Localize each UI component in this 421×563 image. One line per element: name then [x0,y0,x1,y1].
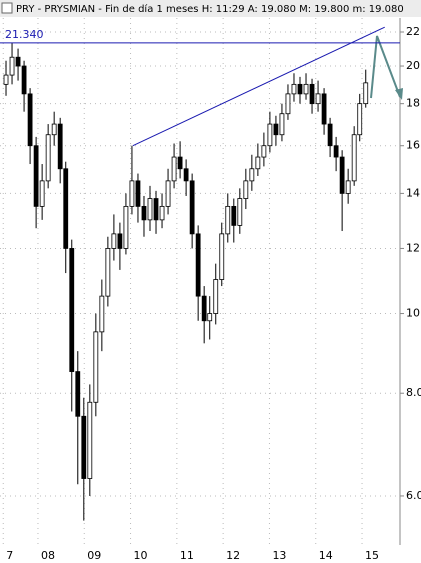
candle-body [39,180,45,207]
candle-body [183,168,189,182]
y-tick-label: 16 [406,139,420,152]
arrow [370,35,401,99]
y-tick-label: 6.0 [406,489,421,502]
candle-body [339,156,345,194]
x-tick-label: 14 [319,549,333,562]
candle-body [177,156,183,170]
candle-body [303,83,309,95]
x-tick-label: 13 [272,549,286,562]
candle-body [225,205,231,235]
x-tick-label: 11 [180,549,194,562]
y-tick-label: 20 [406,59,420,72]
candle-body [159,205,165,221]
candle-body [15,56,21,67]
candle-body [45,134,51,182]
x-tick-label: 08 [41,549,55,562]
candle-body [327,123,333,147]
candle-body [189,180,195,235]
x-tick-label: 15 [365,549,379,562]
candle-body [219,233,225,280]
header-icon [1,2,13,14]
candle-body [255,156,261,170]
candle-body [141,205,147,221]
candle-body [129,180,135,207]
y-tick-label: 10 [406,307,420,320]
candle-body [297,83,303,95]
resistance-label: 21.340 [5,28,44,41]
candle-body [9,56,15,76]
candle-body [87,401,93,479]
candle-body [279,113,285,136]
candle-body [333,145,339,158]
y-tick-label: 8.0 [406,386,421,399]
candle-body [345,180,351,194]
y-tick-label: 22 [406,25,420,38]
candle-body [3,74,9,85]
candle-body [81,415,87,479]
candle-body [291,83,297,95]
candle-body [171,156,177,182]
candle-body [285,93,291,115]
candle-body [165,180,171,207]
candle-body [207,313,213,322]
candle-body [21,65,27,95]
candle-body [201,295,207,322]
candle-body [237,198,243,226]
candle-body [105,248,111,297]
x-tick-label: 12 [226,549,240,562]
candle-body [273,123,279,136]
candle-body [351,134,357,182]
candle-body [93,331,99,403]
candle-body [117,233,123,249]
y-tick-label: 18 [406,97,420,110]
candle-body [63,168,69,249]
candle-body [249,168,255,182]
candle-body [363,82,369,105]
candle-body [135,180,141,207]
x-tick-label: 09 [87,549,101,562]
candle-body [51,123,57,136]
header-bar [0,0,421,17]
trend-line [132,26,385,147]
candle-body [27,93,33,147]
candle-body [195,233,201,297]
candle-body [75,371,81,417]
candle-body [321,93,327,125]
y-tick-label: 12 [406,241,420,254]
candle-body [315,93,321,105]
x-tick-label: 7 [6,549,13,562]
candle-body [231,205,237,226]
candle-body [123,205,129,249]
candle-body [57,123,63,170]
candle-body [309,83,315,105]
candle-body [69,248,75,372]
candle-body [267,123,273,147]
candle-body [213,279,219,314]
x-tick-label: 10 [134,549,148,562]
candle-body [111,233,117,249]
candle-body [33,145,39,207]
y-tick-label: 14 [406,186,420,199]
candle-body [261,145,267,158]
arrow-head [395,88,403,100]
candle-body [147,198,153,221]
candle-body [243,180,249,199]
candle-body [357,103,363,136]
candle-body [99,295,105,333]
chart-title: PRY - PRYSMIAN - Fin de día 1 meses H: 1… [16,3,404,15]
candle-body [153,198,159,221]
